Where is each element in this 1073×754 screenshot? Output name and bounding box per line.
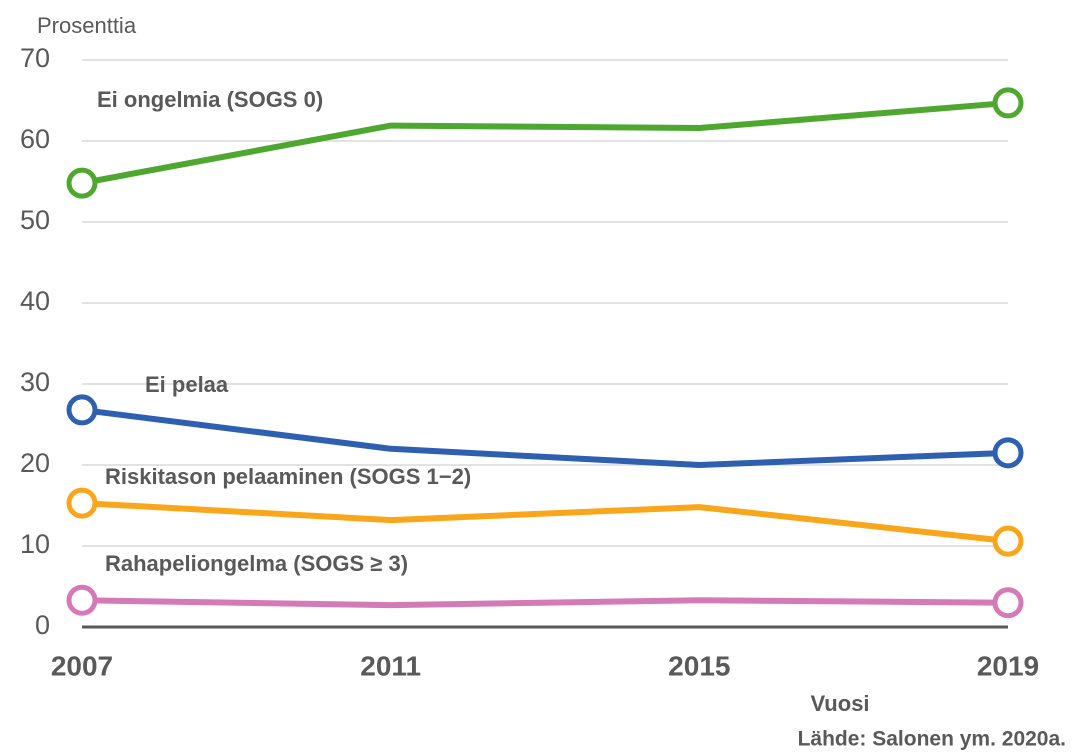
y-tick-label: 10: [20, 529, 50, 559]
series-label: Ei pelaa: [145, 372, 229, 397]
y-tick-label: 20: [20, 448, 50, 478]
x-tick-label: 2015: [668, 650, 730, 681]
y-tick-label: 40: [20, 286, 50, 316]
series-line: [81, 99, 1009, 187]
series-label: Ei ongelmia (SOGS 0): [97, 87, 323, 112]
x-axis-label: Vuosi: [810, 691, 869, 716]
end-marker: [66, 584, 98, 616]
end-marker: [66, 394, 98, 426]
series-line: [81, 406, 1009, 468]
source: Lähde: Salonen ym. 2020a.: [798, 728, 1066, 751]
y-tick-label: 50: [20, 205, 50, 235]
end-marker: [992, 587, 1024, 619]
series-label: Riskitason pelaaminen (SOGS 1−2): [105, 464, 471, 489]
series-line: [81, 597, 1009, 609]
y-tick-label: 70: [20, 43, 50, 73]
series-line: [81, 500, 1009, 545]
end-marker: [66, 487, 98, 519]
end-marker: [66, 167, 98, 199]
x-tick-label: 2019: [977, 650, 1039, 681]
y-tick-label: 0: [35, 610, 50, 640]
end-marker: [992, 525, 1024, 557]
series-label: Rahapeliongelma (SOGS ≥ 3): [105, 551, 408, 576]
end-marker: [992, 87, 1024, 119]
end-marker: [992, 437, 1024, 469]
y-tick-label: 30: [20, 367, 50, 397]
y-tick-label: 60: [20, 124, 50, 154]
x-tick-label: 2011: [360, 650, 421, 681]
x-tick-label: 2007: [51, 650, 113, 681]
y-axis-label: Prosenttia: [37, 13, 137, 38]
